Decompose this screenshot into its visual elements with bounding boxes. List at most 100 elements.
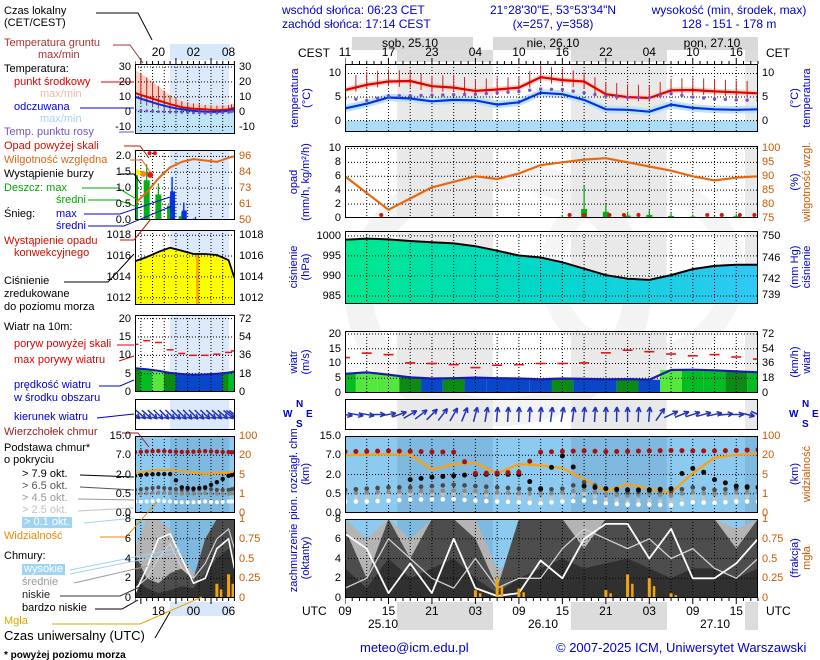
axis-title-fog-right: (frakcja) mgła [787, 513, 815, 603]
tick-label: 0.75 [762, 532, 784, 545]
axis-title-wind-right: (km/h) wiatr [787, 327, 815, 397]
axis-title-line: (°C) [789, 88, 801, 108]
tick-label: 72 [762, 327, 775, 340]
tick-label: 0 [239, 105, 246, 118]
bottom-hour-label: 15 [555, 604, 570, 618]
legend-okt65: > 6.5 okt. [22, 480, 68, 492]
legend-clouds-low: niskie [22, 589, 51, 601]
tick-label: 0.0 [115, 214, 131, 226]
top-hour-label: 04 [642, 45, 656, 59]
compass-e: E [306, 409, 313, 420]
compass-w: W [789, 409, 799, 420]
tick-label: 1.0 [115, 182, 131, 195]
contact-email-link[interactable]: meteo@icm.edu.pl [360, 640, 469, 655]
axis-title-line: temperatura [801, 68, 813, 128]
mini-pressure-panel [135, 230, 235, 305]
compass-n: N [802, 399, 810, 410]
tick-label: 0 [762, 592, 769, 604]
tick-label: 4 [334, 552, 341, 565]
top-hour-label: 16 [555, 45, 570, 59]
legend-wind10m: Wiatr na 10m: [4, 321, 73, 333]
legend-ground-temp: Temperatura gruntu [4, 37, 100, 49]
mini-precipitation-panel [135, 150, 235, 220]
tick-label: 8 [124, 513, 131, 525]
night-axis-shading [571, 602, 667, 630]
tick-label: 0 [762, 507, 769, 519]
tick-label: 90 [762, 170, 775, 183]
legend-wind-speed-2: w środku obszaru [14, 392, 101, 404]
legend-okt79: > 7.9 okt. [22, 468, 68, 480]
legend-wind-dir: kierunek wiatru [14, 411, 88, 423]
tick-label: 0 [762, 114, 769, 127]
tick-label: 100 [762, 142, 781, 155]
day-label-top: nie, 26.10 [526, 36, 580, 50]
tick-label: 1018 [106, 229, 131, 242]
tick-label: 2.0 [115, 468, 131, 481]
tick-label: 6 [334, 170, 341, 183]
compass-w: W [283, 409, 293, 420]
main-cloud-extent-panel [345, 436, 758, 513]
top-hour-label: 17 [381, 45, 396, 59]
legend-conv-precip-2: konwekcyjnego [14, 247, 90, 259]
legend-storm: Wystąpienie burzy [4, 168, 94, 180]
tick-label: 72 [239, 312, 252, 325]
tick-label: 5 [762, 468, 769, 481]
legend-feel-maxmin: max/min [40, 113, 82, 125]
legend-cloud-base-1: Podstawa chmur* [4, 442, 91, 454]
tick-label: 0 [239, 592, 246, 604]
tick-label: 8 [334, 156, 341, 169]
axis-title-line: ciśnienie [288, 245, 300, 289]
tick-label: 0.5 [239, 552, 255, 565]
tick-label: 5 [334, 91, 341, 104]
tick-label: 10 [239, 90, 252, 103]
tick-label: 1014 [239, 270, 264, 283]
legend-fog: Mgła [4, 615, 28, 627]
tick-label: 85 [762, 184, 775, 197]
legend-pressure-2: zredukowane [4, 288, 70, 300]
tick-label: 36 [239, 349, 252, 362]
tick-label: 0.5 [325, 487, 341, 500]
tick-label: 0 [334, 114, 341, 127]
legend-temp-maxmin: max/min [40, 88, 82, 100]
tick-label: 1.5 [115, 166, 131, 179]
tick-label: 10 [328, 67, 341, 80]
night-axis-shading [744, 602, 758, 630]
legend-temp-feel: odczuwana [14, 101, 70, 113]
coordinates-label: 21°28'30"E, 53°53'34"N [489, 3, 617, 17]
legend-cloud-base-2: o pokryciu [4, 454, 55, 466]
bottom-hour-label: 15 [381, 604, 396, 618]
tick-label: 2 [334, 572, 341, 585]
tick-label: 1 [239, 513, 246, 525]
tick-label: 0 [124, 386, 131, 398]
top-hour-label: 04 [468, 45, 483, 59]
top-hour-label: 23 [425, 45, 439, 59]
legend-utc-time: Czas uniwersalny (UTC) [4, 628, 145, 643]
bottom-hour-label: 03 [468, 604, 483, 618]
axis-title-pressure-right: (mm Hg) ciśnienie [787, 222, 815, 312]
compass-n: N [296, 399, 304, 410]
tick-label: 742 [762, 272, 781, 285]
tick-label: 0 [334, 387, 341, 399]
legend-cloud-top: Wierzchołek chmur [4, 426, 98, 438]
night-axis-shading [397, 602, 493, 630]
tick-label: 10 [118, 90, 131, 103]
mini-top-hour-label: 02 [186, 45, 201, 59]
mini-top-hour-label: 08 [221, 45, 236, 59]
tick-label: 100 [239, 430, 258, 442]
footnote: * powyżej poziomu morza [4, 650, 126, 660]
compass-s: S [296, 419, 303, 430]
axis-title-line: (%) [789, 173, 801, 191]
tick-label: 1 [762, 487, 769, 500]
tick-label: 739 [762, 288, 781, 301]
tick-label: 2.0 [325, 468, 341, 481]
tick-label: 10 [118, 349, 131, 362]
axis-title-line: wilgotność wzgl. [801, 142, 813, 222]
legend-dew-point: Temp. punktu rosy [4, 126, 94, 138]
tick-label: 15 [118, 331, 131, 343]
tick-label: 10 [328, 142, 341, 155]
legend-okt25: > 2.5 okt. [22, 504, 68, 516]
tick-label: 1016 [106, 250, 131, 263]
axis-title-line: (mm Hg) [789, 245, 801, 289]
day-header-box [493, 37, 667, 50]
axis-title-line: opad [288, 169, 300, 195]
